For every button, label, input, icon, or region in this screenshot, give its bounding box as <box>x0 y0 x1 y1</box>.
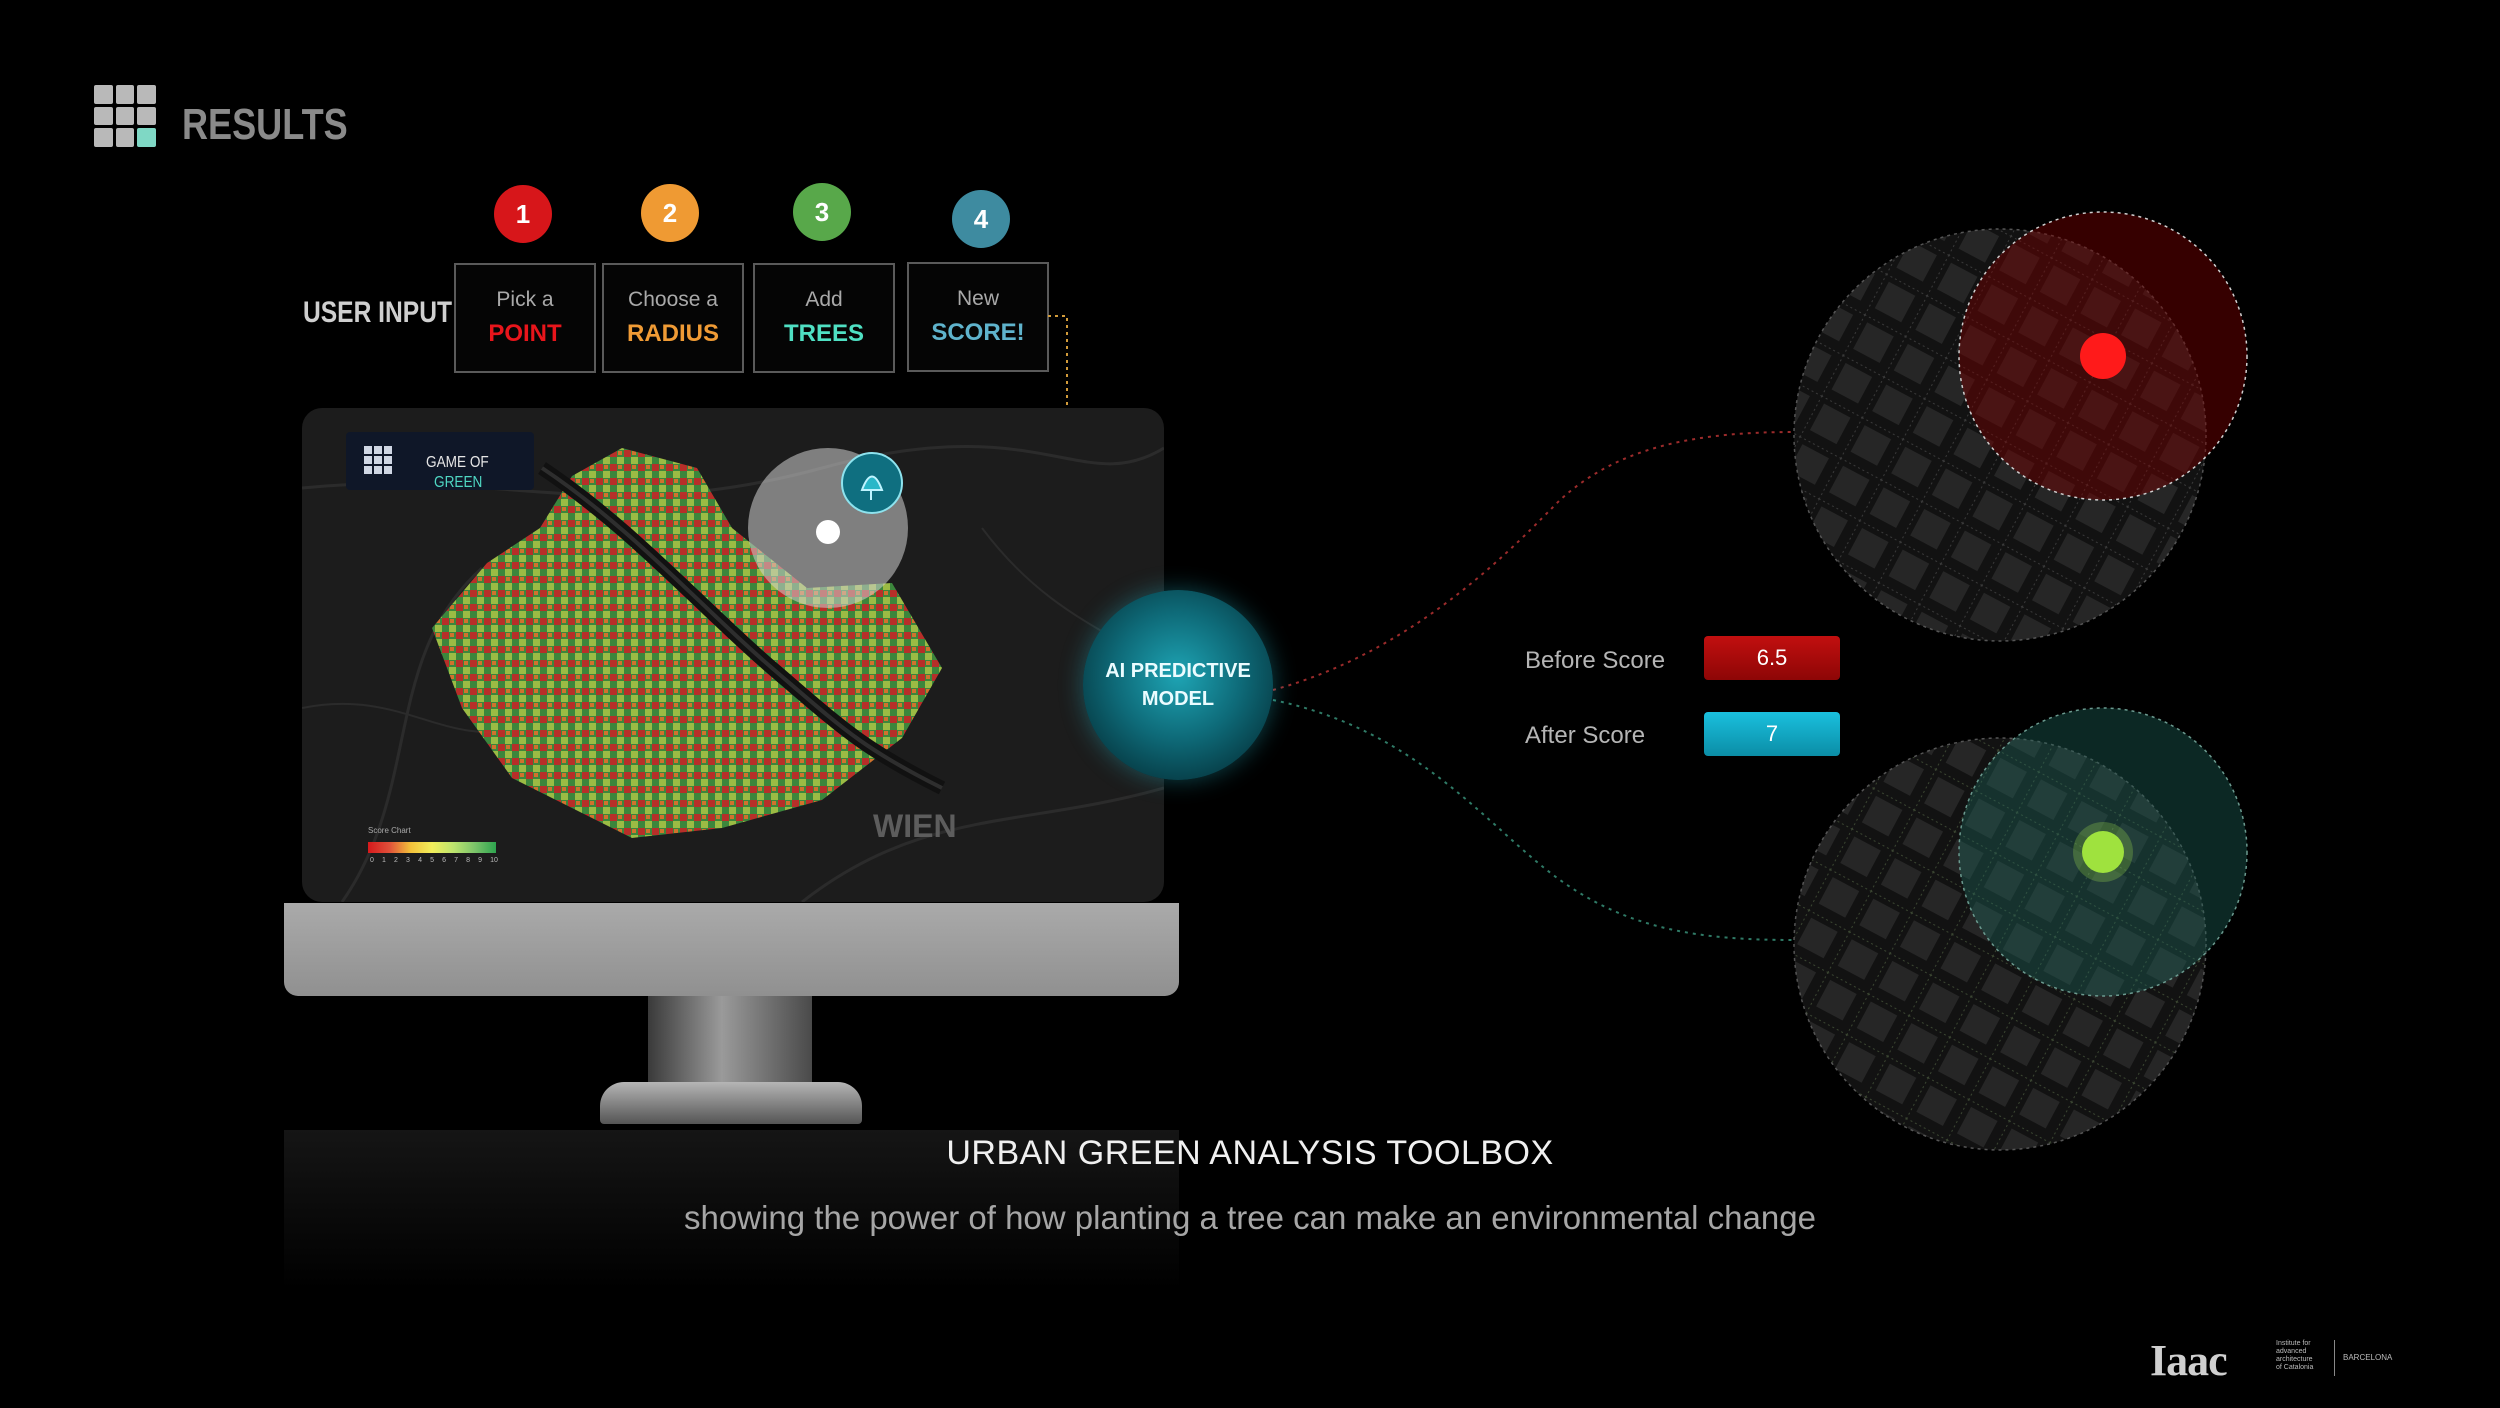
game-badge-line2: GREEN <box>434 474 483 491</box>
legend-tick: 10 <box>490 857 498 864</box>
step-2-bottom: RADIUS <box>626 320 719 347</box>
monitor-foot <box>600 1082 862 1124</box>
game-badge-line1: GAME OF <box>426 454 489 471</box>
iaac-info-line: Institute for <box>2276 1340 2311 1347</box>
before-point-marker <box>2080 333 2126 379</box>
game-of-green-badge: GAME OF GREEN <box>346 432 534 491</box>
iaac-divider <box>2334 1340 2335 1376</box>
toolbox-subtitle: showing the power of how planting a tree… <box>684 1199 1816 1236</box>
step-4-bottom: SCORE! <box>931 319 1025 346</box>
step-3-badge: 3 <box>793 183 851 241</box>
monitor-reflection <box>284 1130 1179 1290</box>
after-connector <box>1272 699 1796 941</box>
step-add-trees[interactable]: Add TREES <box>753 263 895 373</box>
iaac-info: Institute for advanced architecture of C… <box>2276 1340 2336 1372</box>
legend-tick: 0 <box>370 857 374 864</box>
iaac-logo: Iaac <box>2150 1336 2228 1385</box>
page-title: RESULTS <box>182 100 348 149</box>
after-score-label: After Score <box>1525 722 1646 749</box>
before-score-value: 6.5 <box>1704 636 1840 680</box>
step-4-top: New <box>956 287 999 310</box>
iaac-info-line: architecture <box>2276 1356 2313 1363</box>
toolbox-title: URBAN GREEN ANALYSIS TOOLBOX <box>946 1134 1554 1172</box>
legend-ticks: 0 1 2 3 4 5 6 7 8 9 10 <box>370 857 498 864</box>
vienna-map <box>302 445 1164 902</box>
user-input-label: USER INPUT <box>303 296 452 329</box>
step-3-top: Add <box>805 288 843 311</box>
iaac-city: BARCELONA <box>2343 1353 2393 1362</box>
legend-tick: 9 <box>478 857 483 864</box>
step-1-bottom: POINT <box>488 320 562 347</box>
after-map-circle <box>1793 707 2248 1151</box>
before-score-label: Before Score <box>1525 647 1666 674</box>
step-3-bottom: TREES <box>783 320 864 347</box>
selected-point <box>816 520 840 544</box>
city-label: WIEN <box>873 808 957 844</box>
step-pick-point[interactable]: Pick a POINT <box>454 263 596 373</box>
before-map-circle <box>1793 211 2248 642</box>
game-grid-icon <box>364 446 392 474</box>
legend-tick: 2 <box>394 857 398 864</box>
legend-tick: 5 <box>430 857 434 864</box>
iaac-info-line: of Catalonia <box>2276 1364 2314 1371</box>
ai-model-line2: MODEL <box>1141 688 1215 710</box>
monitor-stand <box>648 996 812 1088</box>
before-connector <box>1272 431 1796 691</box>
after-score-value: 7 <box>1704 712 1840 756</box>
legend-tick: 1 <box>382 857 386 864</box>
legend-tick: 6 <box>442 857 446 864</box>
legend-tick: 4 <box>418 857 422 864</box>
score-heatmap <box>432 448 942 838</box>
legend-tick: 7 <box>454 857 459 864</box>
legend-title: Score Chart <box>368 826 411 835</box>
step-4-badge: 4 <box>952 190 1010 248</box>
results-logo-icon <box>94 85 156 147</box>
legend-tick: 8 <box>466 857 471 864</box>
legend-color-bar <box>368 842 496 853</box>
step-1-top: Pick a <box>496 288 554 311</box>
monitor-screen: GAME OF GREEN WIEN Score Chart 0 1 2 3 4… <box>302 408 1164 902</box>
step-choose-radius[interactable]: Choose a RADIUS <box>602 263 744 373</box>
ai-predictive-model: AI PREDICTIVE MODEL <box>1083 590 1273 780</box>
after-point-marker <box>2082 831 2124 873</box>
ai-model-line1: AI PREDICTIVE <box>1105 660 1251 682</box>
step-2-top: Choose a <box>628 288 718 311</box>
iaac-info-line: advanced <box>2276 1348 2307 1355</box>
legend-tick: 3 <box>406 857 410 864</box>
step-1-badge: 1 <box>494 185 552 243</box>
step-2-badge: 2 <box>641 184 699 242</box>
monitor-bezel <box>284 903 1179 996</box>
